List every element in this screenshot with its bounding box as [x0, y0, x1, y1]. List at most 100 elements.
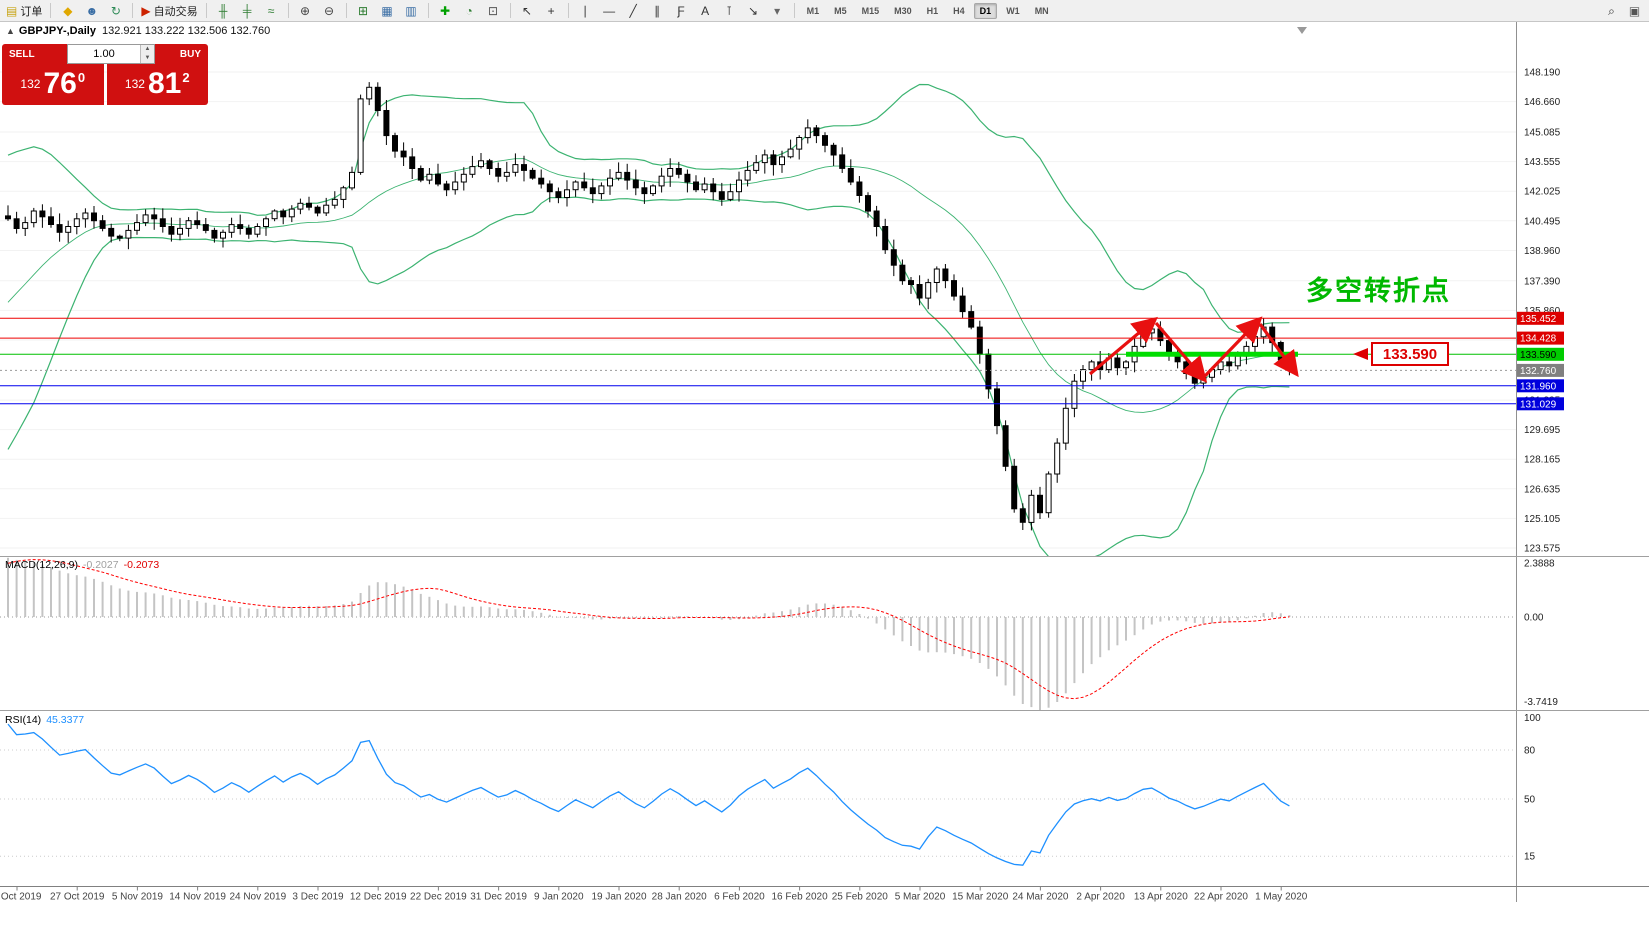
candle-body: [951, 280, 957, 297]
candle-body: [142, 214, 149, 224]
candle-body: [804, 127, 811, 139]
cursor-icon[interactable]: ↖: [516, 1, 539, 21]
fibonacci-icon[interactable]: Ƒ: [670, 1, 693, 21]
price-tag-text: 135.452: [1520, 314, 1557, 325]
vertical-line-icon[interactable]: ∣: [574, 1, 597, 21]
textbox-icon[interactable]: ⊺: [718, 1, 741, 21]
sell-button[interactable]: 132 76 0: [2, 64, 104, 105]
data-window-icon[interactable]: ▣: [1623, 1, 1646, 21]
macd-bar: [1150, 617, 1153, 625]
price-tag-132.760: [1517, 363, 1564, 377]
candle-body: [1123, 361, 1129, 369]
candle-body: [151, 214, 158, 220]
new-order-button[interactable]: ▤ 订单: [3, 1, 45, 21]
macd-main-value: -0.2027: [82, 559, 119, 571]
candle-body: [409, 156, 416, 169]
profiles-icon-glyph: ☻: [85, 3, 99, 18]
volume-input[interactable]: [68, 45, 140, 63]
timeframe-m5-button[interactable]: M5: [834, 5, 847, 16]
volume-stepper: ▲ ▼: [140, 45, 154, 63]
macd-bar: [1021, 617, 1024, 704]
candle-body: [478, 160, 484, 168]
trend-arrow-4[interactable]: [1258, 323, 1299, 378]
indicators-add-icon[interactable]: ✚: [434, 1, 457, 21]
periods-icon[interactable]: ◔: [458, 1, 481, 21]
text-icon-glyph: A: [701, 3, 710, 18]
autotrading-button[interactable]: ▶ 自动交易: [138, 1, 200, 21]
timeframe-mn-button[interactable]: MN: [1034, 5, 1049, 16]
candle-body: [228, 224, 235, 233]
timeframe-m15-button[interactable]: M15: [861, 5, 880, 16]
new-chart-icon[interactable]: ▦: [376, 1, 399, 21]
bar-chart-icon[interactable]: ╫: [212, 1, 235, 21]
sell-header[interactable]: SELL: [2, 44, 67, 64]
timeframe-d1-button[interactable]: D1: [973, 2, 998, 19]
price-axis-label: 129.695: [1524, 425, 1561, 436]
horizontal-line-icon[interactable]: ―: [598, 1, 621, 21]
time-axis-label: 31 Dec 2019: [470, 892, 527, 903]
candle-body: [134, 222, 140, 231]
refresh-icon[interactable]: ↻: [104, 1, 127, 21]
buy-button[interactable]: 132 81 2: [106, 64, 208, 105]
macd-bar: [1176, 617, 1179, 621]
timeframe-m1-button[interactable]: M1: [806, 5, 820, 16]
timeframe-h4-button[interactable]: H4: [953, 5, 965, 16]
trend-arrow-2[interactable]: [1154, 321, 1208, 383]
timeframe-w1-button[interactable]: W1: [1006, 5, 1020, 16]
text-icon[interactable]: A: [694, 1, 717, 21]
macd-bar: [918, 617, 921, 651]
volume-up-icon[interactable]: ▲: [141, 45, 154, 54]
macd-bar: [1168, 617, 1170, 621]
candle-body: [254, 226, 261, 235]
macd-bar: [772, 612, 775, 617]
macd-bar: [935, 617, 938, 653]
search-icon[interactable]: ⌕: [1600, 1, 1623, 21]
candle-body: [194, 220, 201, 226]
price-callout-label[interactable]: 133.590: [1371, 342, 1449, 366]
buy-header[interactable]: BUY: [155, 44, 208, 64]
trend-arrow-1[interactable]: [1088, 316, 1158, 376]
profiles-menu-icon[interactable]: ▥: [400, 1, 423, 21]
profiles-icon[interactable]: ☻: [80, 1, 103, 21]
time-axis-label: 7 Oct 2019: [0, 892, 42, 903]
macd-pane: [0, 557, 1516, 710]
dropdown-arrow-icon[interactable]: ▾: [766, 1, 789, 21]
toolbar-separator: [509, 3, 511, 18]
macd-bar: [385, 582, 388, 617]
trendline-icon[interactable]: ╱: [622, 1, 645, 21]
trend-arrow-3[interactable]: [1203, 316, 1263, 378]
zoom-in-icon[interactable]: ⊕: [294, 1, 317, 21]
timeframe-m30-button[interactable]: M30: [894, 5, 912, 16]
macd-bar: [488, 607, 491, 617]
tile-windows-icon[interactable]: ⊞: [352, 1, 375, 21]
arrows-icon-glyph: ↘: [748, 3, 759, 18]
macd-bar: [41, 564, 44, 617]
line-chart-icon[interactable]: ≈: [260, 1, 283, 21]
candle-body: [116, 235, 123, 239]
macd-bar: [574, 617, 577, 618]
macd-bar: [394, 584, 396, 617]
turning-point-annotation[interactable]: 多空转折点: [1306, 276, 1451, 306]
toolbar-separator: [793, 3, 795, 18]
template-icon[interactable]: ⊡: [482, 1, 505, 21]
price-tag-135.452: [1517, 311, 1564, 325]
time-axis-label: 28 Jan 2020: [652, 892, 707, 903]
time-axis-label: 3 Dec 2019: [292, 892, 344, 903]
volume-down-icon[interactable]: ▼: [141, 54, 154, 63]
arrows-icon[interactable]: ↘: [742, 1, 765, 21]
oneclick-collapse-icon[interactable]: ▲: [6, 26, 15, 36]
crosshair-icon[interactable]: +: [540, 1, 563, 21]
sell-price-pips: 76: [43, 67, 77, 100]
zoom-out-icon[interactable]: ⊖: [318, 1, 341, 21]
candlestick-chart-icon[interactable]: ╪: [236, 1, 259, 21]
macd-bar: [548, 614, 551, 617]
macd-axis-label: 0.00: [1524, 612, 1544, 623]
price-axis-label: 148.190: [1524, 67, 1561, 78]
channel-icon[interactable]: ∥: [646, 1, 669, 21]
chart-canvas[interactable]: 148.190 146.660 145.085 143.555 142.025 140.4…: [0, 22, 1649, 902]
macd-bar: [419, 593, 422, 617]
charts-bucket-icon[interactable]: ◆: [56, 1, 79, 21]
macd-bar: [471, 606, 474, 617]
timeframe-h1-button[interactable]: H1: [926, 5, 939, 16]
rsi-indicator-label: RSI(14) 45.3377: [5, 714, 84, 726]
